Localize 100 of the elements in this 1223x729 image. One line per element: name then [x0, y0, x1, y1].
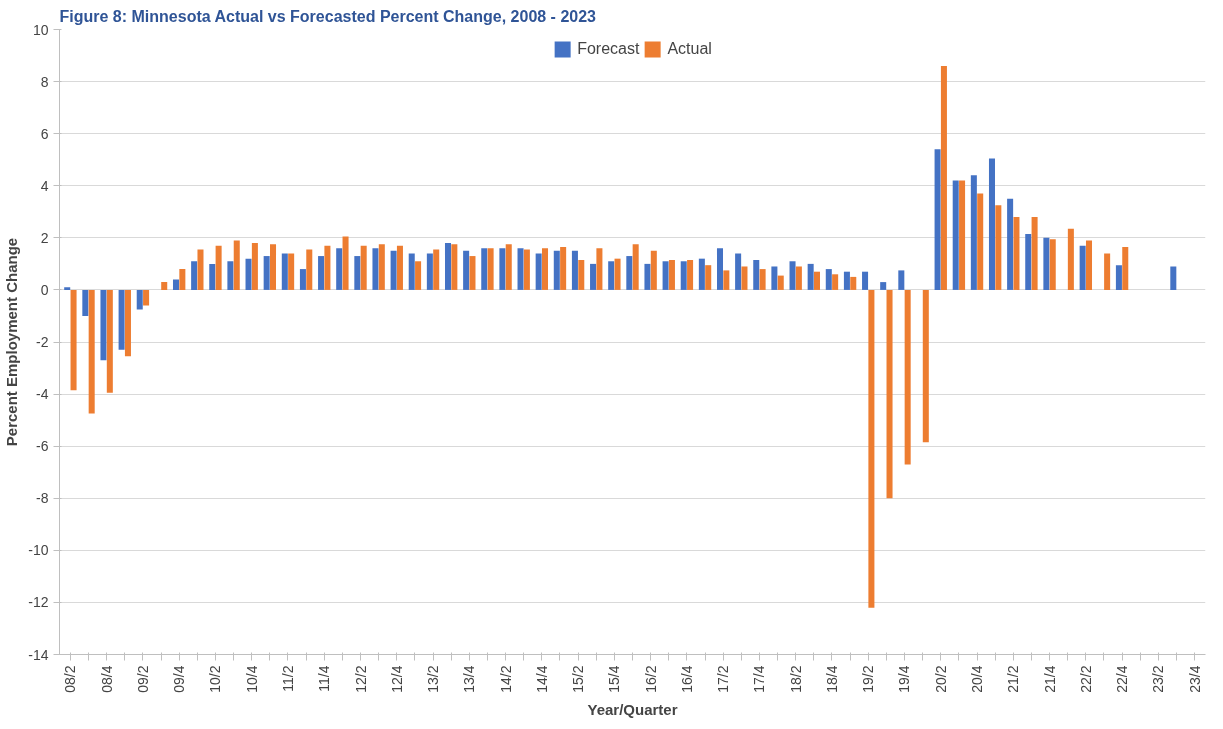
bar	[807, 263, 814, 290]
x-tick-label: 14/2	[497, 665, 514, 693]
bar	[735, 253, 742, 290]
bar	[197, 249, 204, 290]
bar	[233, 240, 240, 290]
bar	[650, 250, 657, 290]
bar	[172, 279, 180, 290]
x-tick-label: 13/4	[461, 665, 478, 693]
bar	[1104, 253, 1111, 290]
bar	[1115, 265, 1122, 290]
bar	[1085, 240, 1093, 290]
bar	[191, 261, 198, 290]
x-tick-label: 20/4	[969, 665, 986, 693]
y-tick-label: -2	[36, 334, 49, 350]
bar	[614, 258, 621, 290]
bar	[687, 259, 694, 290]
bar	[136, 289, 143, 310]
bar	[898, 270, 905, 290]
bar	[270, 244, 277, 290]
bar	[662, 261, 669, 290]
bar	[408, 253, 415, 290]
bar	[70, 289, 77, 391]
bar	[632, 244, 639, 290]
bar	[360, 245, 367, 290]
bar	[227, 261, 234, 290]
bar	[433, 249, 440, 290]
bar	[342, 236, 349, 290]
bar	[771, 266, 778, 290]
bar	[299, 269, 306, 290]
x-tick-label: 18/2	[787, 665, 804, 693]
bar	[469, 256, 476, 290]
y-tick-label: -12	[28, 594, 49, 611]
bar	[88, 289, 95, 414]
bar	[952, 180, 959, 290]
x-tick-label: 09/2	[134, 665, 151, 693]
x-tick-label: 15/2	[570, 665, 587, 693]
x-tick-label: 23/2	[1150, 665, 1167, 693]
bar	[324, 245, 331, 290]
bar	[281, 253, 288, 290]
bar	[698, 258, 705, 290]
bar	[288, 253, 295, 290]
x-tick-label: 08/4	[98, 665, 115, 693]
y-tick-label: -10	[28, 542, 49, 559]
bar	[886, 289, 893, 499]
bar	[843, 271, 850, 290]
x-tick-label: 11/2	[279, 665, 296, 692]
y-tick-label: 10	[32, 21, 49, 38]
bar	[608, 261, 615, 290]
bar	[481, 248, 488, 290]
bar	[995, 205, 1002, 290]
x-tick-label: 13/2	[425, 665, 442, 693]
bar	[1067, 228, 1074, 290]
y-tick-label: -4	[36, 386, 49, 403]
bar	[1079, 245, 1086, 290]
bar	[553, 250, 560, 290]
bar	[880, 282, 887, 290]
bar	[644, 263, 651, 290]
bar	[1122, 246, 1129, 290]
bar	[850, 276, 857, 290]
bar	[390, 250, 397, 290]
x-tick-label: 19/2	[860, 665, 877, 693]
x-tick-label: 21/4	[1041, 665, 1058, 693]
bar	[940, 65, 947, 290]
bar	[626, 256, 633, 290]
bar	[100, 289, 107, 361]
x-tick-label: 18/4	[823, 665, 840, 693]
bar	[179, 269, 186, 290]
x-tick-label: 15/4	[606, 665, 623, 693]
bar	[263, 256, 270, 290]
y-tick-label: -14	[28, 646, 49, 663]
bar	[354, 256, 361, 290]
x-tick-label: 14/4	[533, 665, 550, 693]
bar	[571, 250, 578, 290]
bar	[795, 266, 802, 290]
bar	[1025, 233, 1032, 290]
bar	[578, 259, 585, 290]
bar	[680, 261, 687, 290]
bar	[596, 248, 603, 290]
bar	[970, 175, 977, 290]
x-tick-label: 19/4	[896, 665, 913, 693]
x-tick-label: 12/4	[388, 665, 405, 693]
bar	[106, 289, 113, 393]
bar	[64, 287, 71, 290]
bar	[318, 256, 325, 290]
bar	[590, 263, 597, 290]
bar	[1170, 266, 1177, 290]
bar	[1031, 217, 1038, 290]
x-tick-label: 17/4	[751, 665, 768, 693]
y-tick-label: -8	[36, 490, 49, 507]
x-tick-label: 22/2	[1077, 665, 1094, 693]
y-tick-label: 2	[40, 229, 49, 246]
bar	[143, 289, 150, 306]
y-tick-label: 8	[40, 73, 49, 90]
y-axis-title: Percent Employment Change	[3, 237, 21, 447]
bar	[209, 263, 216, 290]
bar	[523, 249, 530, 290]
bar	[499, 248, 506, 290]
bar	[336, 248, 343, 290]
bar	[118, 289, 125, 350]
y-tick-label: 0	[40, 281, 49, 298]
